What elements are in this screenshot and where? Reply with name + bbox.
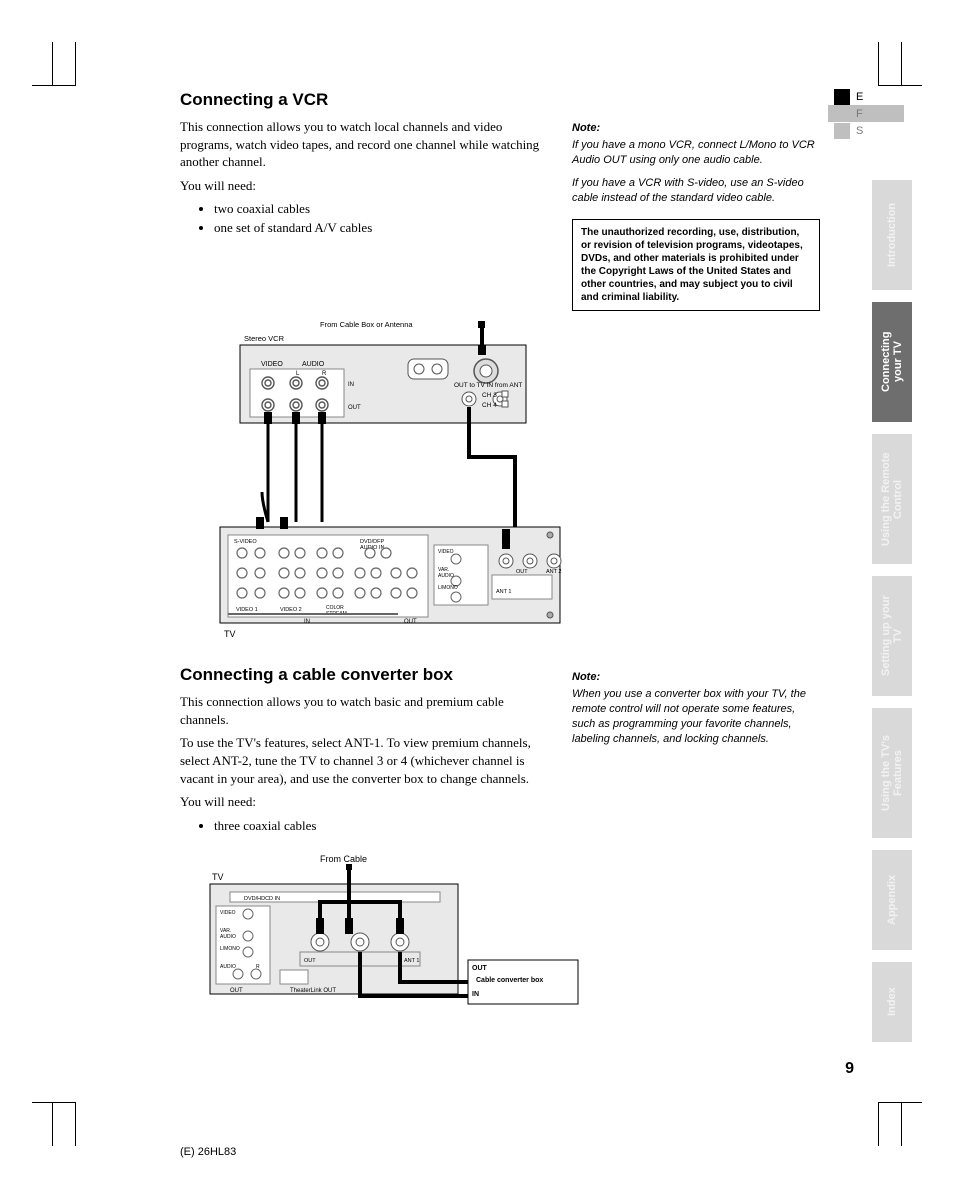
footer-model: (E) 26HL83 (180, 1146, 236, 1158)
vcr-diagram-svg: From Cable Box or Antenna Stereo VCR VID… (200, 317, 570, 647)
vcr-note-heading: Note: (572, 122, 820, 134)
lang-swatch-s (834, 123, 850, 139)
crop-mark-top-left (32, 42, 76, 86)
section-vcr: Connecting a VCR This connection allows … (180, 90, 820, 311)
svg-text:OUT: OUT (348, 405, 361, 411)
side-nav-tabs: Introduction Connecting your TV Using the … (872, 180, 912, 1042)
conv-note-heading: Note: (572, 671, 820, 683)
copyright-warning: The unauthorized recording, use, distrib… (572, 219, 820, 311)
side-tab: Using the Remote Control (872, 434, 912, 564)
side-tab: Connecting your TV (872, 302, 912, 422)
vcr-intro: This connection allows you to watch loca… (180, 118, 542, 171)
heading-vcr: Connecting a VCR (180, 90, 542, 110)
svg-text:ANT 2: ANT 2 (546, 569, 562, 575)
converter-diagram: From Cable TV DVD/HDCD IN VIDEO VAR. AUD… (200, 852, 820, 1032)
svg-text:VIDEO: VIDEO (220, 910, 236, 916)
svg-text:S-VIDEO: S-VIDEO (234, 539, 257, 545)
side-tab: Setting up your TV (872, 576, 912, 696)
lang-label-s: S (856, 125, 863, 137)
converter-diagram-svg: From Cable TV DVD/HDCD IN VIDEO VAR. AUD… (200, 852, 580, 1032)
svg-text:IN: IN (472, 991, 479, 998)
svg-text:OUT: OUT (516, 569, 528, 575)
conv-need-label: You will need: (180, 793, 542, 811)
vcr-bullet-2: one set of standard A/V cables (214, 219, 542, 238)
page-number: 9 (845, 1060, 854, 1078)
crop-mark-bottom-left (32, 1102, 76, 1146)
crop-mark-bottom-right (878, 1102, 922, 1146)
svg-text:From Cable: From Cable (320, 854, 367, 864)
svg-text:DVD/HDCD IN: DVD/HDCD IN (244, 896, 280, 902)
svg-text:VIDEO: VIDEO (261, 361, 283, 368)
svg-text:TV: TV (212, 872, 224, 882)
svg-text:VIDEO: VIDEO (438, 549, 454, 555)
svg-text:AUDIO: AUDIO (220, 964, 236, 970)
svg-text:CH 4: CH 4 (482, 402, 497, 409)
svg-text:R: R (322, 371, 327, 377)
svg-text:IN: IN (348, 382, 354, 388)
svg-text:L/MONO: L/MONO (220, 946, 240, 952)
svg-text:AUDIO: AUDIO (302, 361, 325, 368)
svg-text:OUT to TV IN from ANT: OUT to TV IN from ANT (454, 382, 522, 389)
conv-bullet-1: three coaxial cables (214, 817, 542, 836)
lang-tab-f: F (828, 105, 904, 122)
svg-text:VIDEO 2: VIDEO 2 (280, 607, 302, 613)
svg-text:TheaterLink OUT: TheaterLink OUT (290, 988, 336, 994)
lang-tab-e: E (828, 88, 904, 105)
svg-text:AUDIO: AUDIO (220, 934, 236, 940)
crop-mark-top-right (878, 42, 922, 86)
svg-text:OUT: OUT (304, 958, 316, 964)
vcr-diagram: From Cable Box or Antenna Stereo VCR VID… (200, 317, 820, 647)
side-tab: Using the TV's Features (872, 708, 912, 838)
svg-text:OUT: OUT (404, 619, 417, 625)
svg-text:CH 3: CH 3 (482, 392, 497, 399)
conv-intro: This connection allows you to watch basi… (180, 693, 542, 728)
section-converter: Connecting a cable converter box This co… (180, 665, 820, 845)
side-tab: Appendix (872, 850, 912, 950)
heading-converter: Connecting a cable converter box (180, 665, 542, 685)
conv-bullets: three coaxial cables (214, 817, 542, 836)
svg-text:Cable converter box: Cable converter box (476, 977, 543, 984)
svg-text:VIDEO 1: VIDEO 1 (236, 607, 258, 613)
side-tab: Index (872, 962, 912, 1042)
conv-para2: To use the TV's features, select ANT-1. … (180, 734, 542, 787)
svg-text:OUT: OUT (230, 988, 243, 994)
svg-text:ANT 1: ANT 1 (496, 589, 512, 595)
side-tab: Introduction (872, 180, 912, 290)
svg-text:R: R (256, 964, 260, 970)
svg-text:L/MONO: L/MONO (438, 585, 458, 591)
page-content: Connecting a VCR This connection allows … (180, 90, 820, 1050)
svg-text:TV: TV (224, 629, 236, 639)
lbl-from-cable: From Cable Box or Antenna (320, 320, 413, 329)
lang-label-e: E (856, 91, 863, 103)
vcr-bullets: two coaxial cables one set of standard A… (214, 200, 542, 238)
svg-text:OUT: OUT (472, 965, 488, 972)
svg-text:ANT 1: ANT 1 (404, 958, 420, 964)
vcr-bullet-1: two coaxial cables (214, 200, 542, 219)
vcr-need-label: You will need: (180, 177, 542, 195)
vcr-note-1: If you have a mono VCR, connect L/Mono t… (572, 138, 820, 168)
svg-text:IN: IN (304, 619, 310, 625)
vcr-note-2: If you have a VCR with S-video, use an S… (572, 176, 820, 206)
lang-swatch-e (834, 89, 850, 105)
lang-tab-s: S (828, 122, 904, 139)
conv-note-1: When you use a converter box with your T… (572, 687, 820, 746)
lang-swatch-f (834, 106, 850, 122)
language-tabs: E F S (828, 88, 904, 139)
svg-text:Stereo VCR: Stereo VCR (244, 334, 285, 343)
lang-label-f: F (856, 108, 863, 120)
